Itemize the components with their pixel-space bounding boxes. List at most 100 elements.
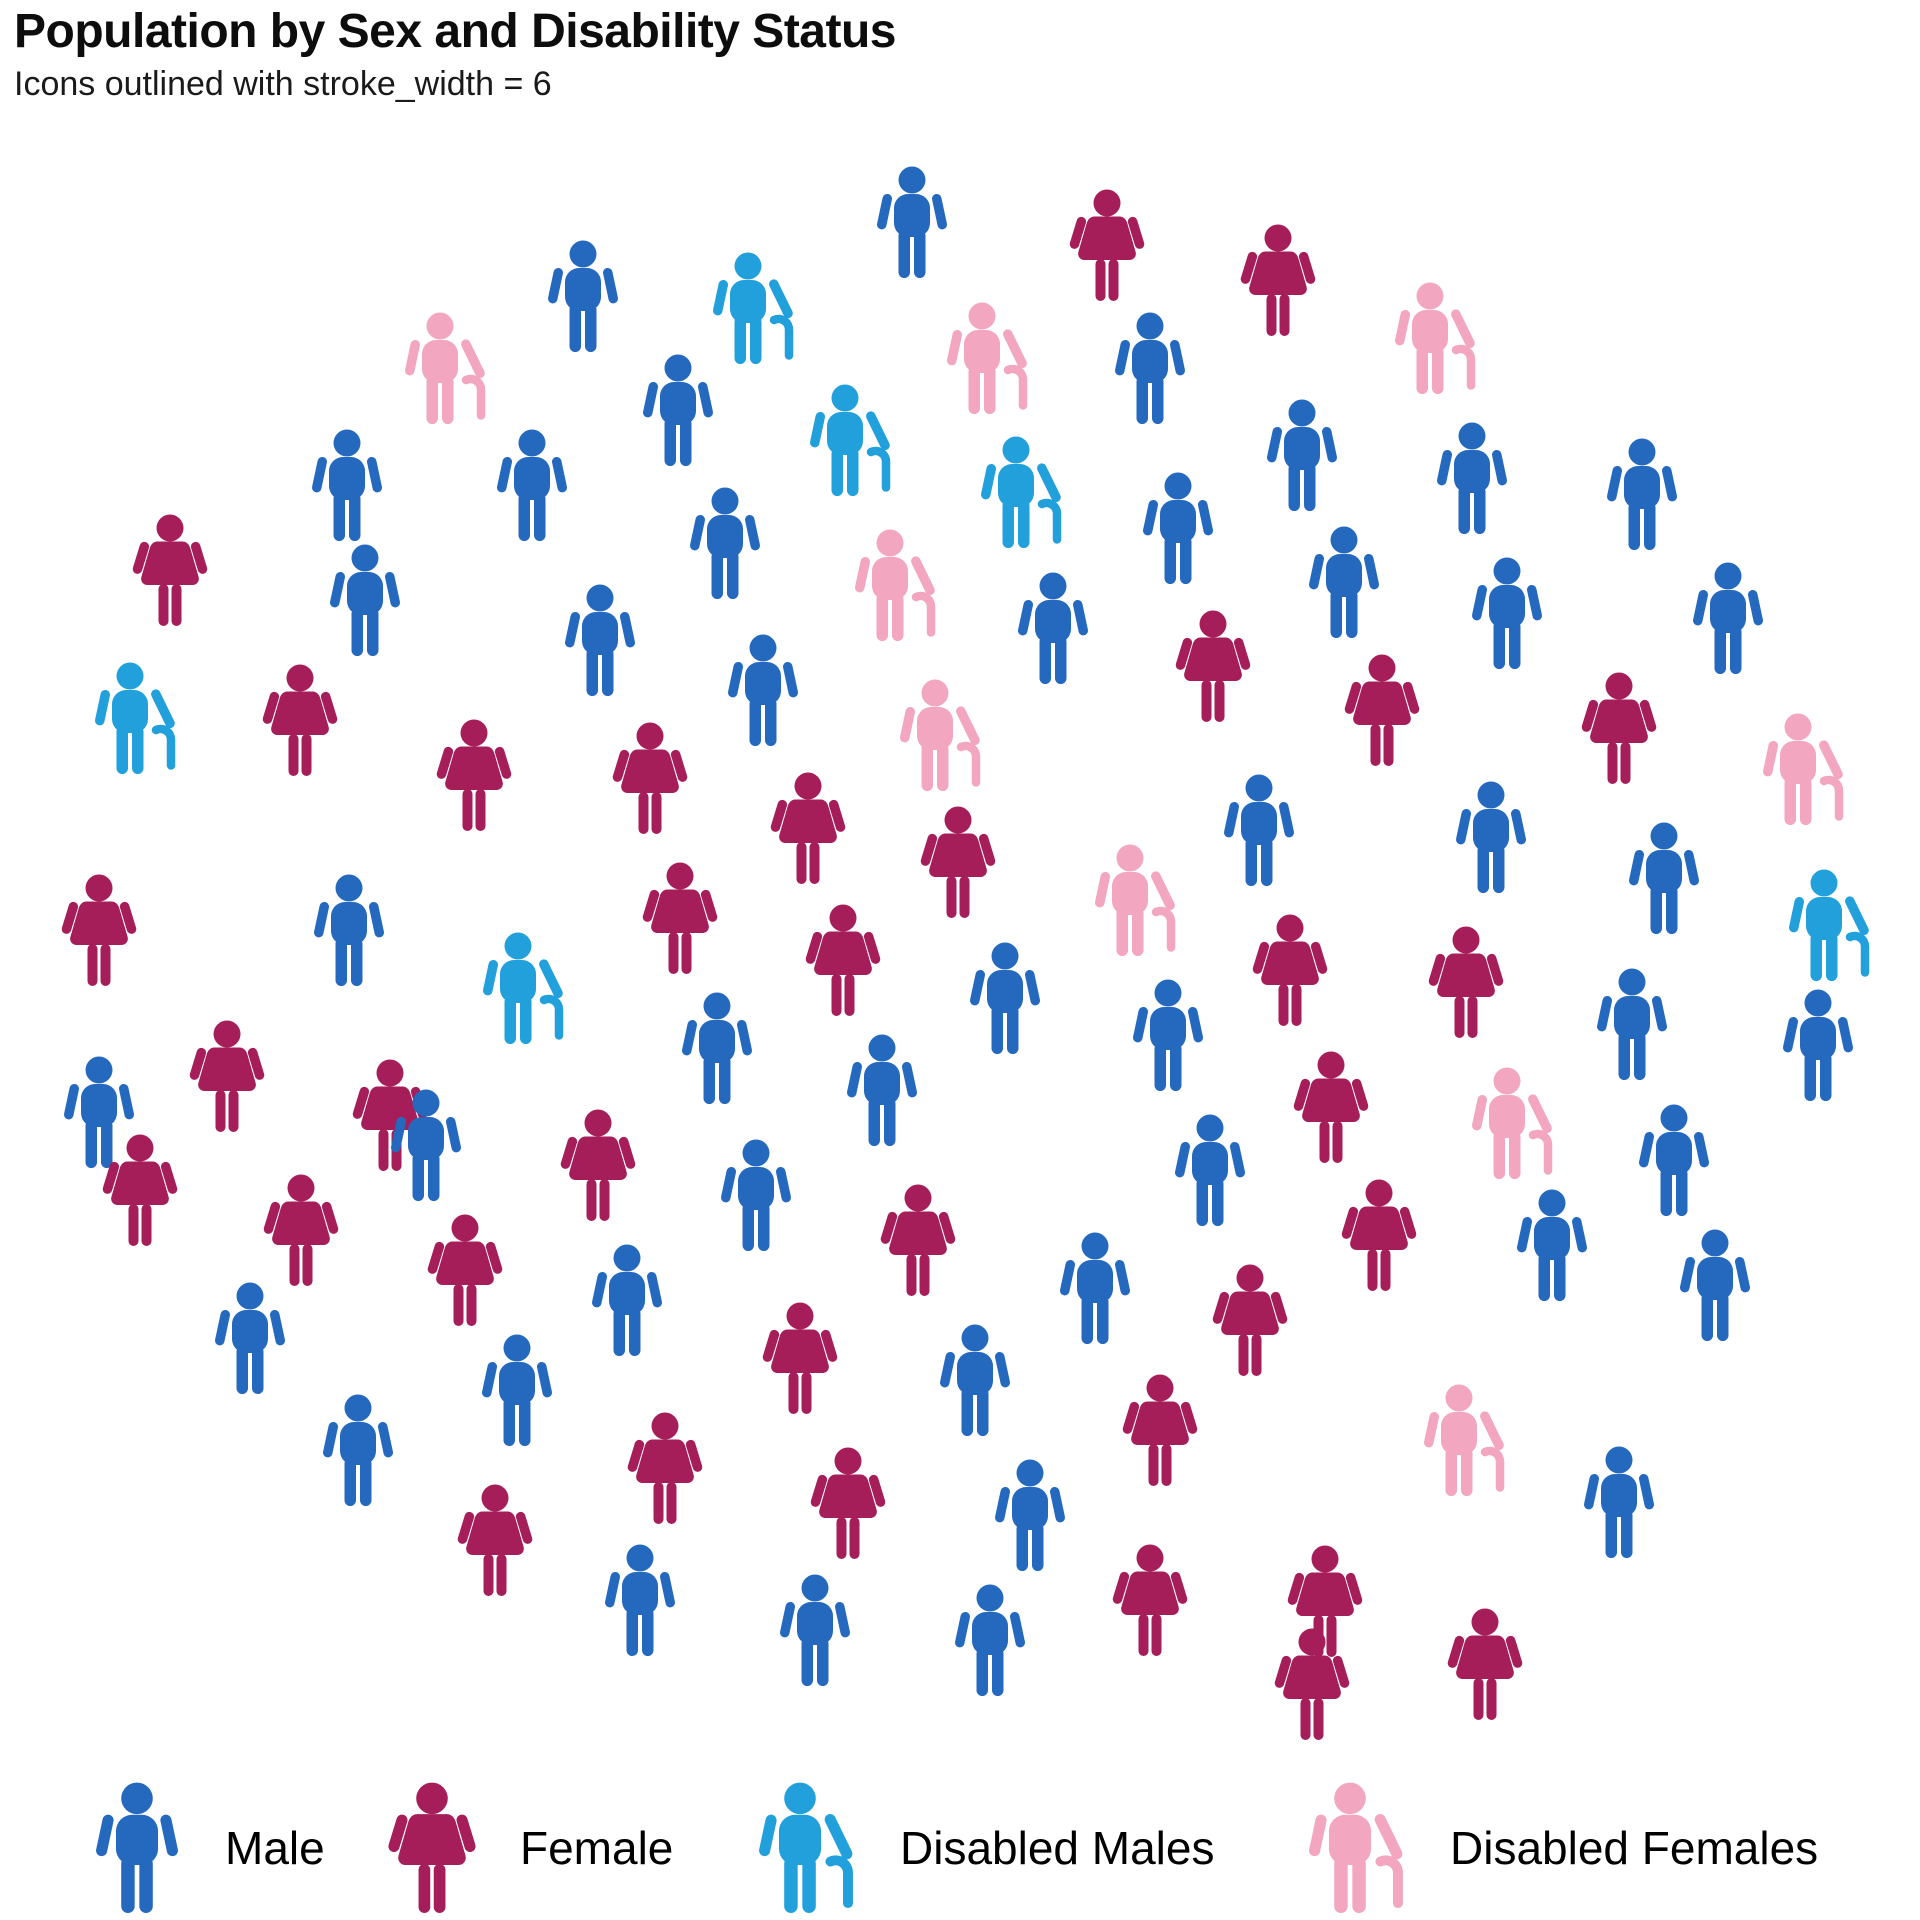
male-icon <box>969 942 1041 1054</box>
disabled-female-icon <box>899 680 981 792</box>
disabled-female-icon <box>946 303 1028 415</box>
female-icon <box>641 862 719 974</box>
disabled-male-icon <box>482 933 564 1045</box>
disabled-female-icon <box>1288 1775 1424 1920</box>
female-icon <box>626 1412 704 1524</box>
female-icon <box>60 874 138 986</box>
male-icon <box>496 429 568 541</box>
male-icon <box>1266 399 1338 511</box>
female-icon <box>1239 224 1317 336</box>
male-icon <box>63 1056 135 1168</box>
male-icon <box>939 1324 1011 1436</box>
male-icon <box>1114 312 1186 424</box>
female-icon <box>804 904 882 1016</box>
male-icon <box>720 1139 792 1251</box>
male-icon <box>322 1394 394 1506</box>
disabled-male-icon <box>809 385 891 497</box>
female-icon <box>101 1134 179 1246</box>
female-icon <box>1121 1374 1199 1486</box>
female-icon <box>1340 1179 1418 1291</box>
male-icon <box>1692 562 1764 674</box>
male-icon <box>1436 422 1508 534</box>
female-icon <box>262 1174 340 1286</box>
male-icon <box>95 1782 179 1914</box>
female-icon <box>1111 1544 1189 1656</box>
disabled-male-icon <box>738 1775 874 1920</box>
legend-label-male: Male <box>225 1821 325 1874</box>
male-icon <box>1455 781 1527 893</box>
legend-item-disabled-males: Disabled Males <box>738 1775 1214 1920</box>
male-icon <box>1782 989 1854 1101</box>
male-icon <box>311 429 383 541</box>
female-icon <box>456 1484 534 1596</box>
chart-header: Population by Sex and Disability Status … <box>14 4 897 104</box>
legend-item-male: Male <box>75 1775 325 1920</box>
chart-subtitle: Icons outlined with stroke_width = 6 <box>14 65 552 104</box>
legend-label-disabled-males: Disabled Males <box>900 1821 1215 1874</box>
disabled-female-icon <box>1094 845 1176 957</box>
male-icon <box>1142 472 1214 584</box>
male-icon <box>1471 557 1543 669</box>
male-icon <box>1308 526 1380 638</box>
male-icon <box>481 1334 553 1446</box>
male-icon <box>591 1244 663 1356</box>
male-icon <box>604 1544 676 1656</box>
female-icon <box>919 806 997 918</box>
female-icon <box>1068 189 1146 301</box>
disabled-male-icon <box>1788 870 1870 982</box>
female-icon <box>1211 1264 1289 1376</box>
disabled-female-icon <box>404 313 486 425</box>
male-icon <box>954 1584 1026 1696</box>
female-icon <box>761 1302 839 1414</box>
chart-legend: Male Female Disabled Males Disabled Fema… <box>0 1775 1920 1920</box>
disabled-male-icon <box>712 253 794 365</box>
female-icon <box>1446 1608 1524 1720</box>
disabled-female-icon <box>1394 283 1476 395</box>
male-icon <box>214 1282 286 1394</box>
female-icon <box>188 1020 266 1132</box>
male-icon <box>1174 1114 1246 1226</box>
male-icon <box>564 584 636 696</box>
female-icon <box>1174 610 1252 722</box>
male-icon <box>727 634 799 746</box>
female-icon <box>1343 654 1421 766</box>
female-icon <box>809 1447 887 1559</box>
legend-item-disabled-females: Disabled Females <box>1288 1775 1818 1920</box>
male-icon <box>994 1459 1066 1571</box>
female-icon <box>611 722 689 834</box>
male-icon <box>1606 438 1678 550</box>
male-icon <box>1132 979 1204 1091</box>
disabled-female-icon <box>1471 1068 1553 1180</box>
male-icon <box>1516 1189 1588 1301</box>
female-icon <box>261 664 339 776</box>
female-icon <box>879 1184 957 1296</box>
disabled-male-icon <box>94 663 176 775</box>
female-icon <box>769 772 847 884</box>
male-icon <box>1596 968 1668 1080</box>
legend-item-female: Female <box>370 1775 673 1920</box>
female-icon <box>1251 914 1329 1026</box>
chart-title: Population by Sex and Disability Status <box>14 5 897 58</box>
male-icon <box>1628 822 1700 934</box>
female-icon <box>1292 1051 1370 1163</box>
female-icon <box>426 1214 504 1326</box>
male-icon <box>876 166 948 278</box>
legend-label-disabled-females: Disabled Females <box>1450 1821 1819 1874</box>
male-icon <box>681 992 753 1104</box>
female-icon <box>387 1782 477 1914</box>
male-icon <box>547 240 619 352</box>
male-icon <box>1679 1229 1751 1341</box>
female-icon <box>1580 672 1658 784</box>
male-icon <box>846 1034 918 1146</box>
disabled-female-icon <box>1423 1385 1505 1497</box>
male-icon <box>689 487 761 599</box>
male-icon <box>313 874 385 986</box>
male-icon <box>779 1574 851 1686</box>
female-icon <box>559 1109 637 1221</box>
disabled-female-icon <box>1762 714 1844 826</box>
male-icon <box>642 354 714 466</box>
male-icon <box>1638 1104 1710 1216</box>
male-icon <box>1017 572 1089 684</box>
legend-label-female: Female <box>520 1821 674 1874</box>
